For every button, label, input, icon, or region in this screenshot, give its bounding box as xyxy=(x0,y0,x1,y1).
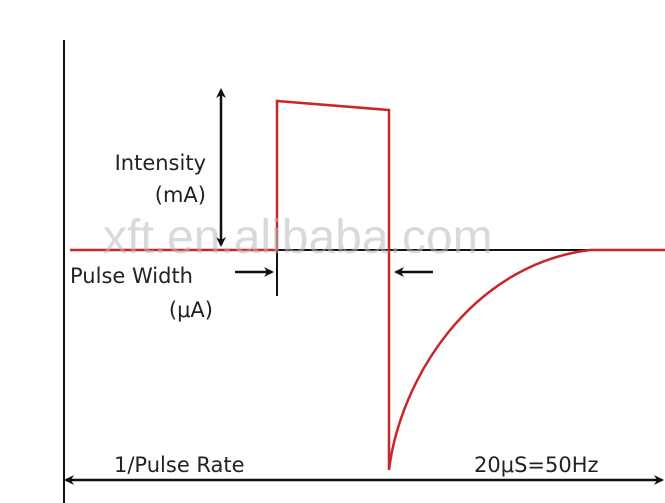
pulse-width-label: Pulse Width xyxy=(70,264,193,288)
pulse-rate-label: 1/Pulse Rate xyxy=(114,453,245,477)
watermark: xft.en.alibaba.com xyxy=(103,211,493,264)
pulse-width-unit: (μA) xyxy=(169,298,213,322)
intensity-label: Intensity xyxy=(115,151,206,175)
waveform xyxy=(70,99,665,471)
pulse-rate-note: 20μS=50Hz xyxy=(474,453,599,477)
intensity-unit: (mA) xyxy=(155,183,206,207)
